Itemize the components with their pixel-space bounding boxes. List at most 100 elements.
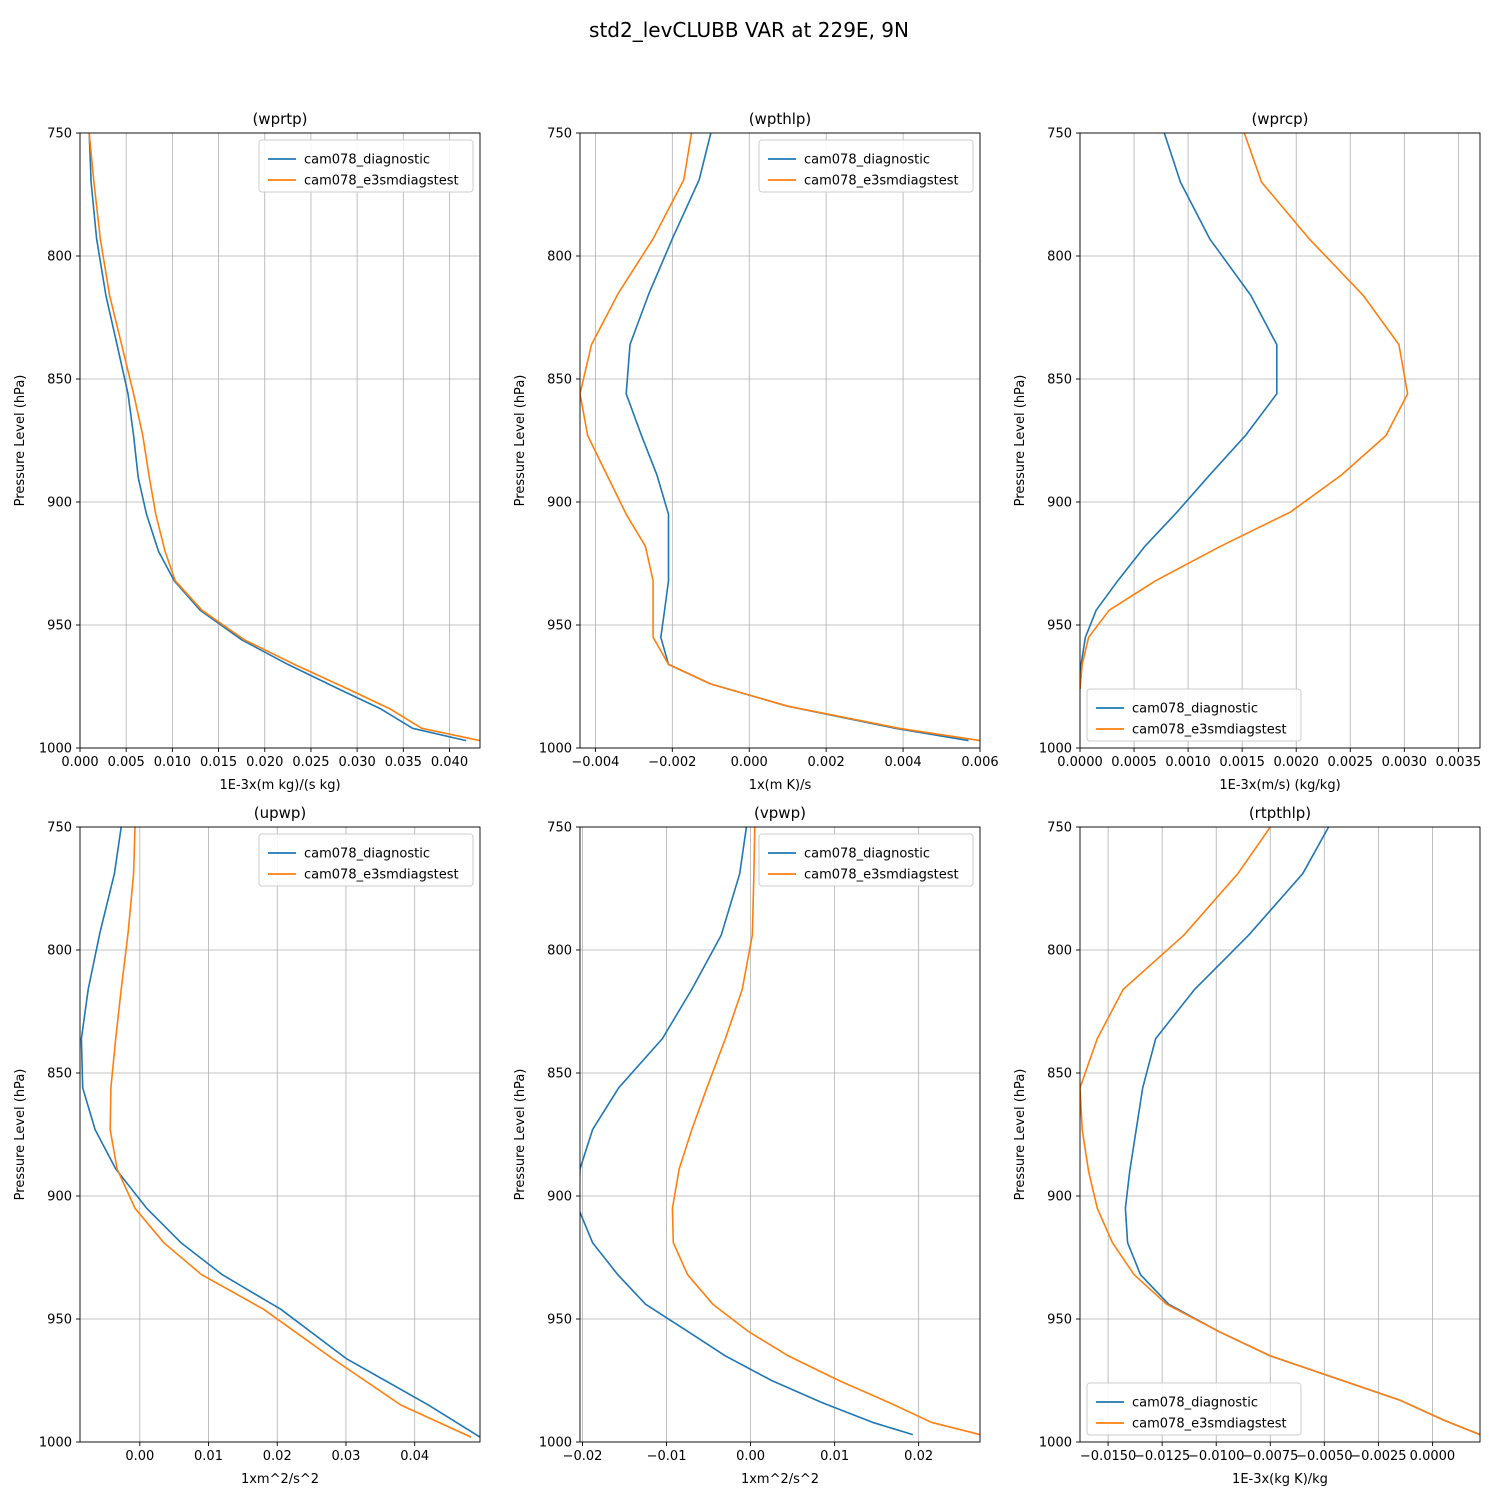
- x-tick-label: 0.0005: [1111, 755, 1157, 770]
- y-tick-label: 900: [1047, 1190, 1072, 1205]
- axes-frame: [79, 826, 481, 1443]
- subplot-title: (wpthlp): [749, 110, 812, 128]
- series-line-cam078_e3smdiagstest: [580, 133, 980, 742]
- y-tick-label: 950: [1047, 1313, 1072, 1328]
- x-tick-label: 0.0025: [1328, 755, 1374, 770]
- subplot-title: (wprtp): [252, 110, 307, 128]
- x-tick-label: 0.010: [154, 755, 191, 770]
- subplot-wpthlp: −0.004 −0.002 0.000 0.002 0.004 0.006 750 800 85…: [513, 110, 999, 793]
- subplot-wprtp: 0.000 0.005 0.010 0.015 0.020 0.025 0.030 0.035…: [13, 110, 481, 793]
- x-tick-label: 0.002: [808, 755, 845, 770]
- y-tick-label: 850: [1047, 1067, 1072, 1082]
- y-tick-label: 800: [1047, 250, 1072, 265]
- y-tick-label: 900: [47, 496, 72, 511]
- x-tick-label: 0.04: [400, 1449, 429, 1464]
- legend: cam078_diagnostic cam078_e3smdiagstest: [758, 833, 974, 887]
- x-tick-label: 0.020: [246, 755, 283, 770]
- x-tick-label: 0.000: [61, 755, 98, 770]
- x-tick-label: 0.0000: [1410, 1449, 1456, 1464]
- y-tick-label: 1000: [1039, 1436, 1072, 1451]
- series-line-cam078_e3smdiagstest: [88, 133, 480, 742]
- subplot-title: (upwp): [254, 804, 307, 822]
- axes-frame: [79, 132, 481, 749]
- y-axis-label: Pressure Level (hPa): [13, 1069, 28, 1201]
- x-tick-label: 0.00: [736, 1449, 765, 1464]
- x-axis-label: 1E-3x(kg K)/kg: [1232, 1472, 1328, 1487]
- legend-entry: cam078_e3smdiagstest: [304, 174, 459, 189]
- x-tick-label: 0.02: [904, 1449, 933, 1464]
- legend: cam078_diagnostic cam078_e3smdiagstest: [1086, 1382, 1302, 1436]
- series-line-cam078_e3smdiagstest: [1080, 827, 1480, 1436]
- subplot-title: (rtpthlp): [1249, 804, 1311, 822]
- x-tick-label: −0.02: [563, 1449, 603, 1464]
- series-line-cam078_diagnostic: [1080, 133, 1278, 690]
- y-axis-label: Pressure Level (hPa): [513, 375, 528, 507]
- plot-area: [1080, 133, 1480, 748]
- legend-entry: cam078_e3smdiagstest: [1132, 1417, 1287, 1432]
- y-tick-label: 750: [1047, 127, 1072, 142]
- legend-entry: cam078_diagnostic: [1132, 702, 1258, 717]
- x-tick-label: −0.0125: [1134, 1449, 1190, 1464]
- x-tick-label: 0.0030: [1382, 755, 1428, 770]
- x-tick-label: −0.0050: [1296, 1449, 1352, 1464]
- y-tick-label: 950: [47, 619, 72, 634]
- axes-frame: [579, 132, 981, 749]
- y-tick-label: 1000: [539, 742, 572, 757]
- x-tick-label: −0.01: [647, 1449, 687, 1464]
- y-tick-label: 950: [47, 1313, 72, 1328]
- legend-entry: cam078_diagnostic: [304, 153, 430, 168]
- x-tick-label: 0.015: [200, 755, 237, 770]
- series-line-cam078_diagnostic: [580, 827, 914, 1436]
- legend-box: [758, 833, 974, 887]
- y-tick-label: 900: [547, 1190, 572, 1205]
- y-axis-label: Pressure Level (hPa): [1013, 1069, 1028, 1201]
- y-axis-label: Pressure Level (hPa): [513, 1069, 528, 1201]
- x-tick-label: 0.0015: [1219, 755, 1265, 770]
- x-tick-label: −0.0025: [1350, 1449, 1406, 1464]
- legend: cam078_diagnostic cam078_e3smdiagstest: [1086, 688, 1302, 742]
- y-tick-label: 900: [547, 496, 572, 511]
- x-axis-label: 1E-3x(m/s) (kg/kg): [1219, 778, 1340, 793]
- y-tick-label: 900: [47, 1190, 72, 1205]
- x-axis-label: 1xm^2/s^2: [241, 1472, 319, 1487]
- y-tick-label: 1000: [39, 742, 72, 757]
- x-tick-label: 0.035: [385, 755, 422, 770]
- plot-area: [80, 827, 480, 1442]
- y-tick-label: 750: [1047, 821, 1072, 836]
- y-tick-label: 1000: [1039, 742, 1072, 757]
- x-tick-label: −0.0100: [1188, 1449, 1244, 1464]
- x-tick-label: −0.0075: [1242, 1449, 1298, 1464]
- x-tick-label: 0.03: [332, 1449, 361, 1464]
- x-tick-label: 0.0010: [1165, 755, 1211, 770]
- y-tick-label: 750: [547, 127, 572, 142]
- axes-frame: [1079, 826, 1481, 1443]
- subplot-upwp: 0.00 0.01 0.02 0.03 0.04 750 800 850 900 950 1000 (…: [13, 804, 481, 1487]
- series-line-cam078_e3smdiagstest: [1080, 133, 1409, 690]
- plot-area: [1080, 827, 1480, 1442]
- x-tick-label: 0.025: [292, 755, 329, 770]
- series-line-cam078_diagnostic: [80, 827, 480, 1438]
- y-tick-label: 800: [1047, 944, 1072, 959]
- legend: cam078_diagnostic cam078_e3smdiagstest: [258, 833, 474, 887]
- y-tick-label: 750: [47, 127, 72, 142]
- y-tick-label: 850: [547, 373, 572, 388]
- legend-box: [1086, 688, 1302, 742]
- x-axis-label: 1x(m K)/s: [749, 778, 812, 793]
- y-axis-label: Pressure Level (hPa): [1013, 375, 1028, 507]
- axes-frame: [1079, 132, 1481, 749]
- plot-area: [580, 827, 980, 1442]
- y-tick-label: 800: [47, 250, 72, 265]
- x-tick-label: 0.00: [125, 1449, 154, 1464]
- legend-entry: cam078_e3smdiagstest: [304, 868, 459, 883]
- plot-area: [580, 133, 980, 748]
- legend-entry: cam078_diagnostic: [804, 847, 930, 862]
- y-tick-label: 750: [47, 821, 72, 836]
- legend: cam078_diagnostic cam078_e3smdiagstest: [758, 139, 974, 193]
- y-tick-label: 850: [47, 1067, 72, 1082]
- legend-entry: cam078_diagnostic: [1132, 1396, 1258, 1411]
- series-line-cam078_e3smdiagstest: [671, 827, 980, 1436]
- y-tick-label: 800: [547, 250, 572, 265]
- y-tick-label: 750: [547, 821, 572, 836]
- y-tick-label: 850: [47, 373, 72, 388]
